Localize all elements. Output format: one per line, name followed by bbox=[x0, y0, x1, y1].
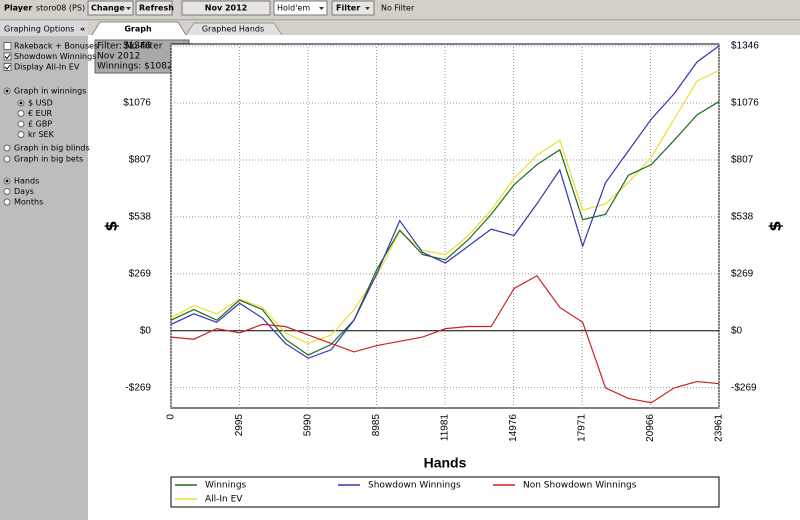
collapse-button[interactable]: « bbox=[80, 25, 85, 34]
radio[interactable] bbox=[3, 188, 11, 195]
y-axis-label: $ bbox=[102, 220, 121, 231]
player-name: storo08 (PS) bbox=[36, 4, 85, 13]
option-label[interactable]: Graph in big bets bbox=[14, 155, 83, 164]
radio[interactable] bbox=[3, 198, 11, 206]
y-tick-label: $269 bbox=[129, 268, 152, 279]
y-tick-label: $0 bbox=[140, 325, 152, 336]
legend bbox=[170, 476, 720, 508]
game-select[interactable] bbox=[273, 0, 328, 16]
tab-label[interactable]: Graph bbox=[124, 25, 152, 34]
x-tick-label: 11981 bbox=[440, 414, 451, 442]
y-tick-label-right: $1076 bbox=[731, 98, 759, 109]
x-tick-label: 8985 bbox=[371, 414, 382, 437]
sidebar bbox=[0, 21, 88, 520]
tab[interactable] bbox=[185, 22, 283, 36]
option-label[interactable]: kr SEK bbox=[28, 130, 55, 139]
radio[interactable] bbox=[3, 144, 11, 152]
option-label[interactable]: € EUR bbox=[28, 109, 53, 118]
option-label[interactable]: Graph in winnings bbox=[14, 87, 86, 96]
y-tick-label: $1346 bbox=[123, 41, 151, 52]
game-label[interactable]: Hold'em bbox=[277, 4, 310, 13]
change-button[interactable] bbox=[87, 0, 134, 16]
check-mark bbox=[4, 54, 11, 60]
option-label[interactable]: Days bbox=[14, 187, 34, 196]
option-label[interactable]: Display All-In EV bbox=[14, 63, 80, 72]
y-tick-label: -$269 bbox=[125, 382, 151, 393]
tab-active[interactable] bbox=[91, 21, 187, 36]
y-axis-label-right: $ bbox=[766, 220, 785, 231]
dropdown-arrow bbox=[126, 7, 131, 10]
legend-label: Showdown Winnings bbox=[368, 481, 461, 491]
radio[interactable] bbox=[17, 131, 25, 138]
x-tick-label: 5990 bbox=[303, 414, 314, 437]
series-line bbox=[170, 101, 720, 356]
y-tick-label: $807 bbox=[129, 155, 152, 166]
change-label[interactable]: Change bbox=[91, 4, 125, 13]
y-tick-label-right: $1346 bbox=[731, 41, 759, 52]
option-label[interactable]: Hands bbox=[14, 177, 39, 186]
y-tick-label-right: $269 bbox=[731, 268, 754, 279]
filter-button[interactable] bbox=[331, 0, 375, 16]
filter-label[interactable]: Filter bbox=[336, 4, 360, 13]
check-mark bbox=[4, 64, 11, 70]
tab-label[interactable]: Graphed Hands bbox=[202, 25, 264, 34]
radio-dot bbox=[5, 89, 9, 93]
legend-label: Winnings bbox=[205, 481, 247, 491]
radio[interactable] bbox=[17, 110, 25, 117]
radio-dot bbox=[5, 179, 9, 183]
series-line bbox=[170, 45, 720, 359]
x-tick-label: 0 bbox=[166, 414, 177, 420]
series-line bbox=[170, 69, 720, 345]
x-tick-label: 20966 bbox=[645, 414, 656, 442]
legend-label: All-In EV bbox=[205, 495, 243, 505]
option-label[interactable]: Months bbox=[14, 198, 43, 207]
refresh-button[interactable] bbox=[135, 0, 173, 16]
option-label[interactable]: Rakeback + Bonuses bbox=[14, 42, 98, 51]
refresh-label[interactable]: Refresh bbox=[139, 4, 174, 13]
sidebar-header bbox=[0, 21, 88, 36]
radio-dot bbox=[19, 101, 23, 105]
x-tick-label: 2995 bbox=[234, 414, 245, 437]
series-line bbox=[170, 274, 720, 404]
info-line: Winnings: $1082.97 bbox=[97, 62, 187, 72]
month-button[interactable] bbox=[181, 0, 271, 16]
sidebar-title: Graphing Options bbox=[4, 25, 74, 34]
player-label: Player bbox=[4, 4, 32, 13]
option-label[interactable]: Showdown Winnings bbox=[14, 52, 96, 61]
filter-text: No Filter bbox=[381, 4, 415, 13]
x-tick-label: 17971 bbox=[577, 414, 588, 442]
y-tick-label-right: $0 bbox=[731, 325, 743, 336]
y-tick-label: $538 bbox=[129, 212, 152, 223]
x-axis-label: Hands bbox=[424, 455, 467, 471]
radio[interactable] bbox=[17, 120, 25, 128]
checkbox[interactable] bbox=[3, 42, 12, 50]
dropdown-arrow bbox=[365, 7, 370, 10]
legend-label: Non Showdown Winnings bbox=[523, 481, 637, 491]
checkbox[interactable] bbox=[3, 52, 12, 61]
x-tick-label: 23961 bbox=[714, 414, 725, 442]
option-label[interactable]: Graph in big blinds bbox=[14, 144, 90, 153]
option-label[interactable]: $ USD bbox=[28, 99, 53, 108]
y-tick-label: $1076 bbox=[123, 98, 151, 109]
y-tick-label-right: $807 bbox=[731, 155, 754, 166]
option-label[interactable]: £ GBP bbox=[28, 120, 52, 129]
x-tick-label: 14976 bbox=[508, 414, 519, 442]
info-line: Filter: No Filter bbox=[97, 42, 163, 52]
checkbox[interactable] bbox=[3, 63, 12, 71]
y-tick-label-right: $538 bbox=[731, 212, 754, 223]
info-line: Nov 2012 bbox=[97, 52, 140, 62]
month-label[interactable]: Nov 2012 bbox=[205, 4, 247, 13]
dropdown-arrow bbox=[319, 7, 324, 10]
y-tick-label-right: -$269 bbox=[731, 382, 757, 393]
radio[interactable] bbox=[3, 155, 11, 163]
